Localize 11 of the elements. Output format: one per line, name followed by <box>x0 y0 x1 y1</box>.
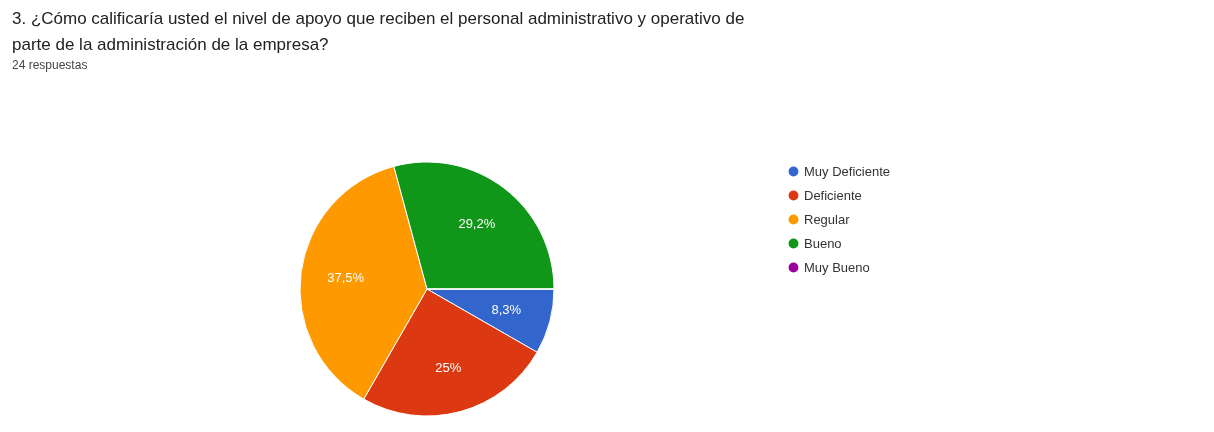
legend-label: Deficiente <box>804 187 862 203</box>
legend-label: Bueno <box>804 235 842 251</box>
text: 24 respuestas <box>12 58 88 72</box>
data-label: 25% <box>435 360 462 376</box>
data-label: 8,3% <box>491 302 522 318</box>
legend-label: Regular <box>804 211 851 227</box>
legend-label: Muy Bueno <box>804 259 870 275</box>
data-label: 37,5% <box>327 270 365 286</box>
chart-title: 3. ¿Cómo calificaría usted el nivel de apoyo que reciben el personal administrativo y operativo de parte de la administración de la empresa? <box>12 9 745 54</box>
legend-label: Muy Deficiente <box>804 163 890 179</box>
data-label: 29,2% <box>458 215 496 231</box>
